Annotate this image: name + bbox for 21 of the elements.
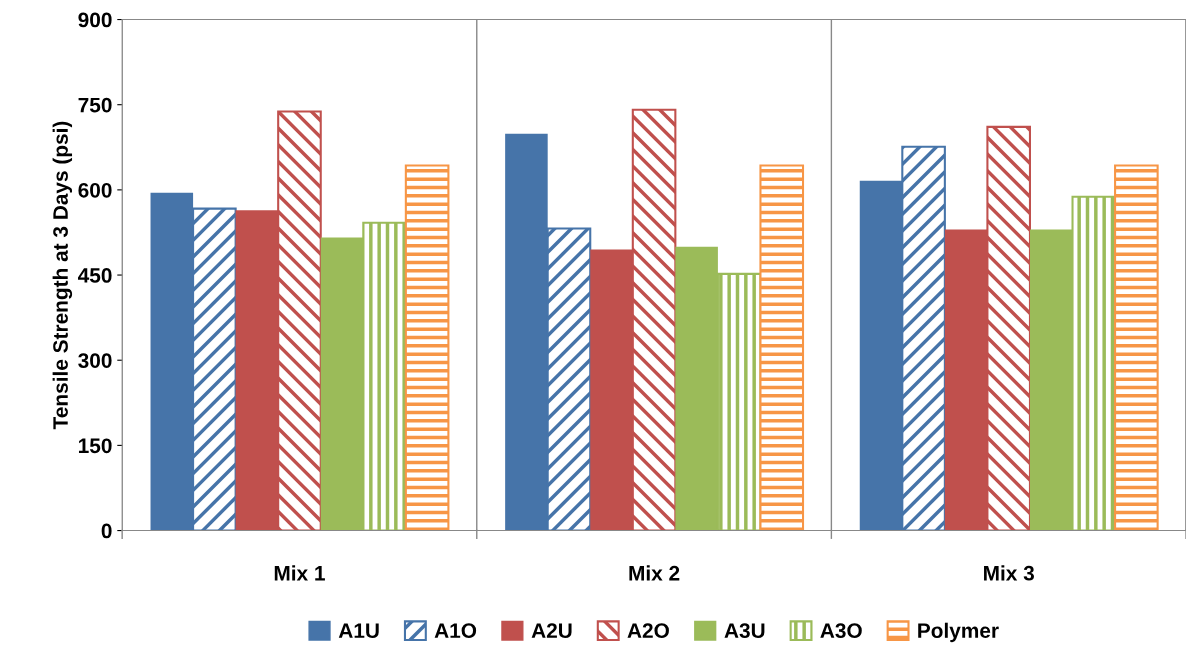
y-tick-label: 150	[78, 438, 112, 454]
bar	[404, 164, 450, 531]
legend-label: A1O	[434, 623, 477, 639]
y-tick-label: 750	[78, 97, 112, 113]
y-tick-label: 300	[78, 353, 112, 368]
legend-label: A2U	[531, 623, 572, 639]
bar	[759, 164, 805, 531]
x-tick-label: Mix 1	[274, 565, 325, 581]
legend-label: A3U	[724, 623, 765, 639]
y-tick-label: 600	[78, 182, 112, 198]
legend-label: A1U	[338, 623, 379, 639]
y-tick-label: 0	[101, 523, 112, 539]
x-tick-label: Mix 2	[629, 565, 680, 581]
legend-label: A3O	[820, 623, 862, 639]
y-tick-label: 450	[78, 268, 112, 283]
x-tick-label: Mix 3	[984, 565, 1034, 581]
bar	[1114, 164, 1159, 531]
y-axis-title: Tensile Strength at 3 Days (psi)	[52, 121, 73, 430]
y-tick-label: 900	[78, 12, 112, 28]
legend-label: Polymer	[918, 622, 999, 643]
legend-label: A2O	[627, 623, 669, 639]
